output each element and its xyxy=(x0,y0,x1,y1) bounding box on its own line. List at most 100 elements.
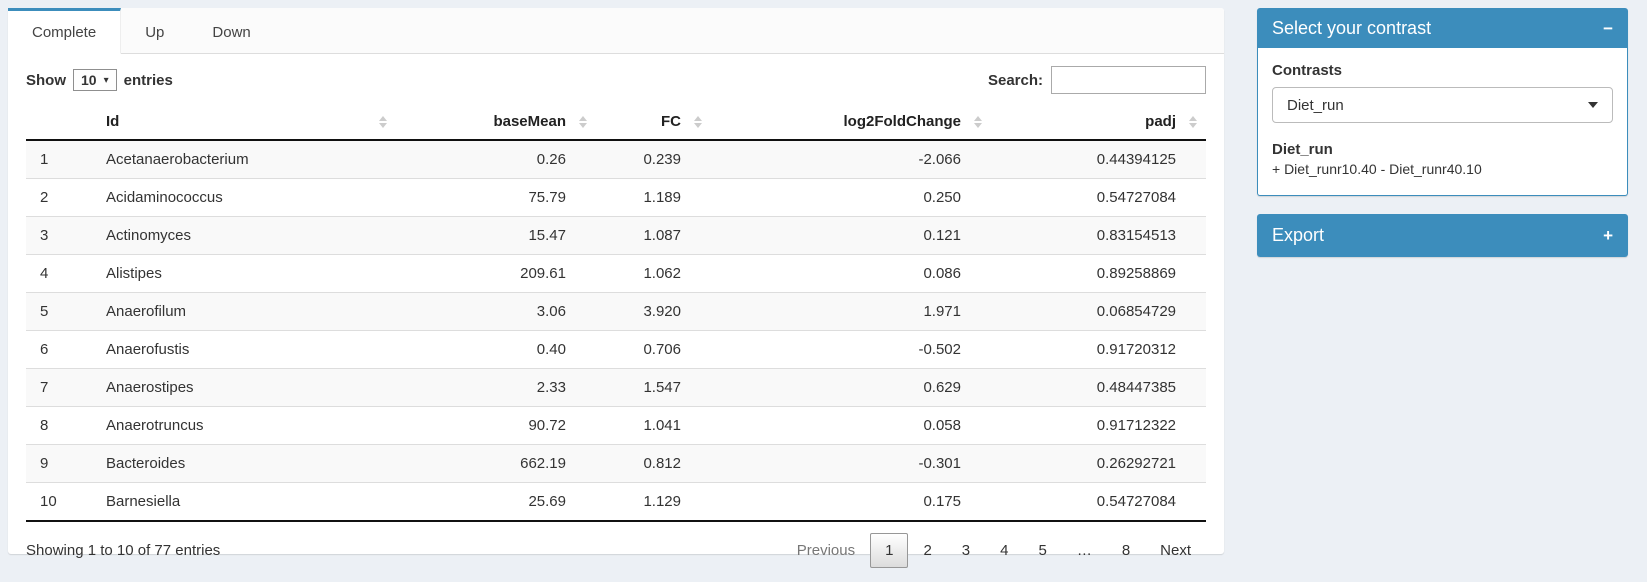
cell-padj: 0.54727084 xyxy=(1096,189,1176,206)
row-index: 2 xyxy=(40,189,49,206)
table-row[interactable]: 7 Anaerostipes 2.33 1.547 0.629 0.48447385 xyxy=(26,368,1206,407)
contrast-detail-title: Diet_run xyxy=(1272,141,1333,158)
cell-basemean: 25.69 xyxy=(528,493,566,510)
sort-icon xyxy=(379,115,387,128)
page-8[interactable]: 8 xyxy=(1121,542,1131,559)
chevron-down-icon: ▾ xyxy=(103,74,109,86)
cell-padj: 0.26292721 xyxy=(1096,455,1176,472)
row-index: 10 xyxy=(40,493,57,510)
column-header-log2foldchange[interactable]: log2FoldChange xyxy=(711,104,991,140)
page-ellipsis: … xyxy=(1076,542,1092,559)
cell-basemean: 15.47 xyxy=(528,227,566,244)
export-box-title: Export xyxy=(1272,225,1325,245)
cell-id: Anaerofilum xyxy=(106,303,187,320)
cell-id: Alistipes xyxy=(106,265,162,282)
cell-id: Anaerofustis xyxy=(106,341,190,358)
column-header-label: padj xyxy=(1145,113,1176,130)
cell-fc: 0.706 xyxy=(643,341,681,358)
cell-basemean: 75.79 xyxy=(528,189,566,206)
contrast-box-title: Select your contrast xyxy=(1272,17,1432,38)
page-next[interactable]: Next xyxy=(1160,542,1191,559)
cell-log2foldchange: -0.301 xyxy=(918,455,961,472)
cell-basemean: 90.72 xyxy=(528,417,566,434)
results-tabbox: Complete Up Down Show 10 ▾ entries Search:… xyxy=(8,8,1224,568)
row-index: 6 xyxy=(40,341,49,358)
cell-log2foldchange: 0.629 xyxy=(923,379,961,396)
row-index: 1 xyxy=(40,151,49,168)
cell-id: Acetanaerobacterium xyxy=(106,151,249,168)
search-control: Search: xyxy=(988,66,1206,94)
table-row[interactable]: 6 Anaerofustis 0.40 0.706 -0.502 0.91720312 xyxy=(26,331,1206,369)
cell-log2foldchange: 1.971 xyxy=(923,303,961,320)
table-row[interactable]: 1 Acetanaerobacterium 0.26 0.239 -2.066 0.443… xyxy=(26,140,1206,179)
cell-id: Acidaminococcus xyxy=(106,189,223,206)
tab-complete[interactable]: Complete xyxy=(8,8,122,54)
export-box: Export + xyxy=(1257,214,1628,257)
contrast-box-body: Contrasts Diet_run Diet_run + Diet_runr1… xyxy=(1257,48,1628,196)
table-row[interactable]: 5 Anaerofilum 3.06 3.920 1.971 0.06854729 xyxy=(26,292,1206,331)
entries-length-control: Show 10 ▾ entries xyxy=(26,69,173,91)
tab-bar: Complete Up Down xyxy=(8,8,1224,54)
row-index: 9 xyxy=(40,455,49,472)
column-header-basemean[interactable]: baseMean xyxy=(396,104,596,140)
table-row[interactable]: 2 Acidaminococcus 75.79 1.189 0.250 0.5472708… xyxy=(26,179,1206,217)
cell-fc: 1.189 xyxy=(643,189,681,206)
cell-log2foldchange: -2.066 xyxy=(918,151,961,168)
table-row[interactable]: 8 Anaerotruncus 90.72 1.041 0.058 0.91712322 xyxy=(26,407,1206,445)
row-index: 3 xyxy=(40,227,49,244)
table-header-row: Id baseMean FC log2FoldChange padj xyxy=(26,104,1206,140)
tab-down[interactable]: Down xyxy=(212,24,251,41)
column-header-padj[interactable]: padj xyxy=(991,104,1206,140)
column-header-id[interactable]: Id xyxy=(96,104,396,140)
export-box-header[interactable]: Export + xyxy=(1257,214,1628,257)
cell-fc: 1.041 xyxy=(643,417,681,434)
table-row[interactable]: 9 Bacteroides 662.19 0.812 -0.301 0.26292721 xyxy=(26,444,1206,483)
cell-log2foldchange: 0.121 xyxy=(923,227,961,244)
table-row[interactable]: 4 Alistipes 209.61 1.062 0.086 0.89258869 xyxy=(26,255,1206,293)
cell-log2foldchange: 0.175 xyxy=(923,493,961,510)
cell-basemean: 2.33 xyxy=(536,379,566,396)
search-label: Search: xyxy=(987,71,1043,89)
contrast-select[interactable]: Diet_run xyxy=(1272,87,1613,123)
cell-basemean: 662.19 xyxy=(520,455,566,472)
cell-padj: 0.91720312 xyxy=(1096,341,1176,358)
cell-id: Barnesiella xyxy=(106,493,181,510)
column-header-fc[interactable]: FC xyxy=(596,104,711,140)
contrasts-label: Contrasts xyxy=(1272,62,1343,79)
table-info: Showing 1 to 10 of 77 entries xyxy=(26,542,221,559)
cell-basemean: 0.26 xyxy=(536,151,566,168)
cell-basemean: 209.61 xyxy=(520,265,566,282)
table-row[interactable]: 10 Barnesiella 25.69 1.129 0.175 0.54727084 xyxy=(26,483,1206,521)
search-input[interactable] xyxy=(1051,66,1206,94)
contrast-box-header[interactable]: Select your contrast − xyxy=(1257,8,1628,48)
collapse-minus-icon[interactable]: − xyxy=(1603,18,1613,38)
page-3[interactable]: 3 xyxy=(961,542,971,559)
table-row[interactable]: 3 Actinomyces 15.47 1.087 0.121 0.83154513 xyxy=(26,216,1206,255)
cell-id: Bacteroides xyxy=(106,455,186,472)
page-5[interactable]: 5 xyxy=(1038,542,1047,559)
page-previous[interactable]: Previous xyxy=(796,542,856,559)
column-header-index xyxy=(26,104,96,140)
contrast-box: Select your contrast − Contrasts Diet_ru… xyxy=(1257,8,1628,196)
cell-id: Actinomyces xyxy=(106,227,192,244)
sort-icon xyxy=(974,115,982,128)
entries-select-value: 10 xyxy=(81,72,97,88)
contrast-detail-formula: + Diet_runr10.40 - Diet_runr40.10 xyxy=(1272,161,1482,177)
contrast-select-value: Diet_run xyxy=(1287,96,1344,114)
cell-log2foldchange: 0.086 xyxy=(923,265,961,282)
pagination: Previous 1 2 3 4 5 … 8 Next xyxy=(782,533,1206,568)
tab-up[interactable]: Up xyxy=(145,24,165,41)
cell-basemean: 0.40 xyxy=(536,341,566,358)
cell-padj: 0.54727084 xyxy=(1096,493,1176,510)
expand-plus-icon[interactable]: + xyxy=(1603,226,1613,245)
page-2[interactable]: 2 xyxy=(923,542,932,559)
page-4[interactable]: 4 xyxy=(1000,542,1009,559)
row-index: 4 xyxy=(40,265,49,282)
caret-down-icon xyxy=(1588,102,1598,108)
cell-fc: 3.920 xyxy=(643,303,681,320)
page-1[interactable]: 1 xyxy=(870,533,909,568)
entries-select[interactable]: 10 ▾ xyxy=(73,69,117,91)
column-header-label: FC xyxy=(661,113,681,130)
cell-fc: 1.087 xyxy=(643,227,681,244)
column-header-label: baseMean xyxy=(493,113,566,130)
